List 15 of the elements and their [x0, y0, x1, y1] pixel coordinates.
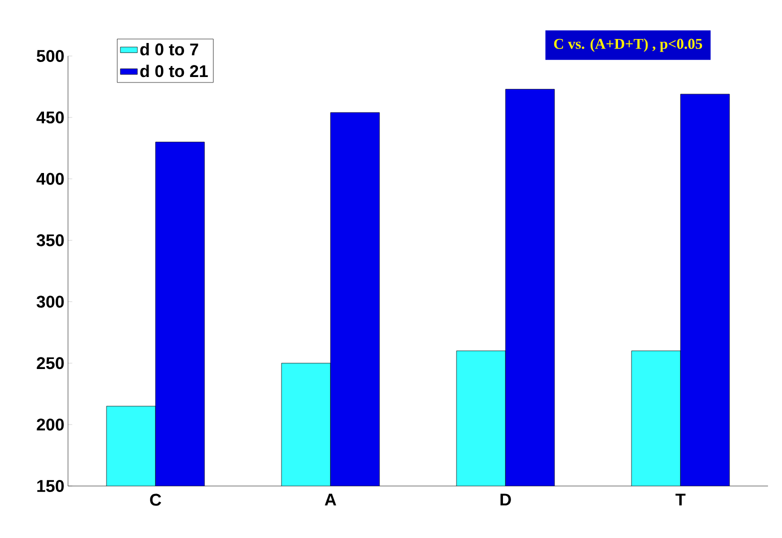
y-tick-label: 350: [36, 234, 64, 246]
y-tick-label: 300: [36, 296, 64, 308]
y-tick-label: 400: [36, 172, 64, 185]
y-tick-label: 450: [36, 111, 64, 124]
y-tick-label: 200: [36, 418, 64, 431]
x-tick-label: A: [324, 494, 336, 506]
legend-label: d 0 to 7: [140, 42, 198, 56]
text: C vs. (A+D+T) , p<0.05: [554, 38, 702, 52]
y-tick-label: 500: [36, 50, 64, 62]
y-tick-label: 150: [37, 480, 64, 492]
y-tick-label: 250: [36, 357, 64, 370]
x-tick-label: D: [500, 494, 511, 506]
x-tick-label: C: [150, 494, 162, 506]
legend-label: d 0 to 21: [140, 64, 208, 78]
x-tick-label: T: [676, 494, 686, 506]
